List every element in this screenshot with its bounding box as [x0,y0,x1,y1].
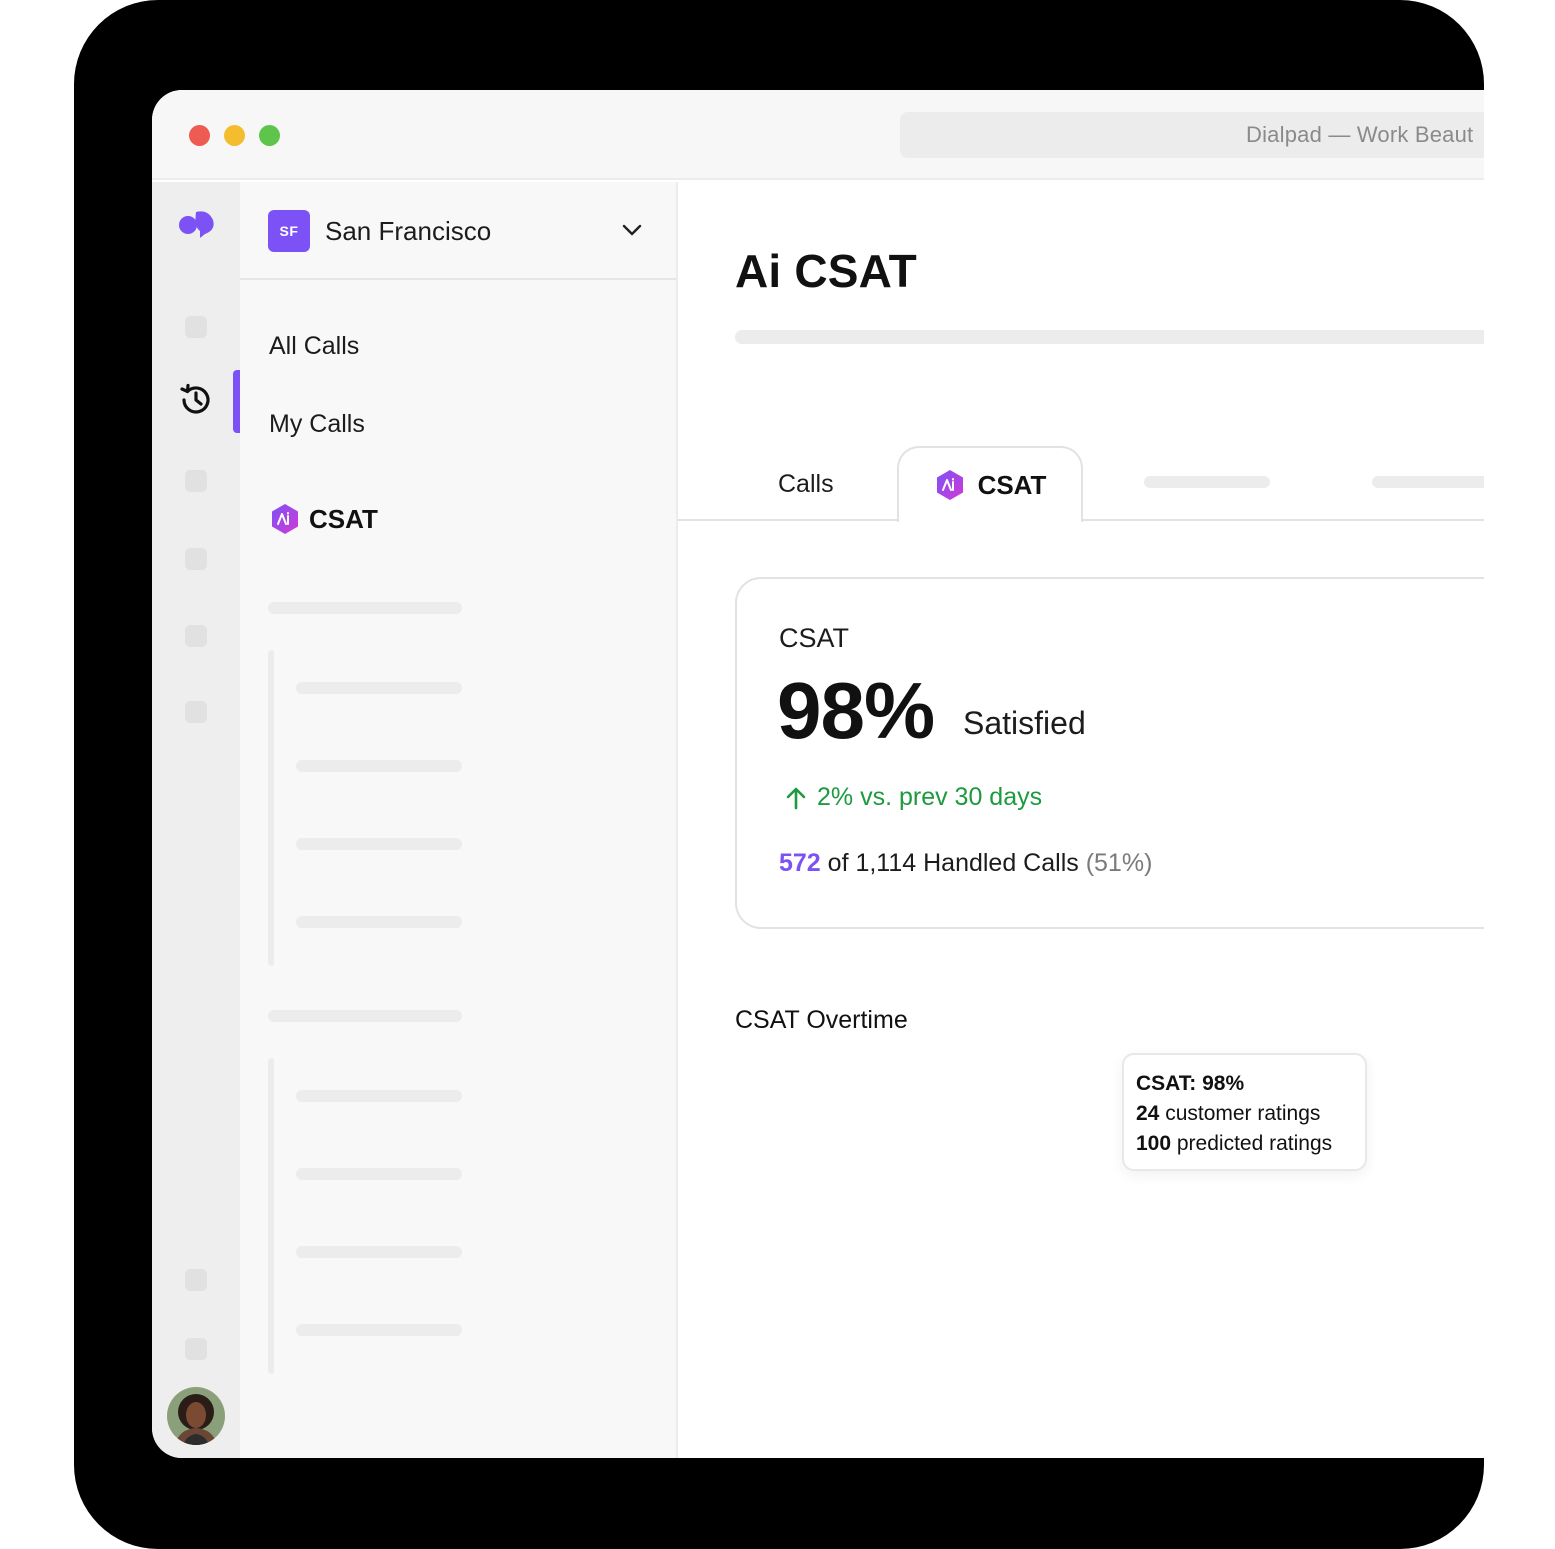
arrow-up-icon [786,787,806,809]
placeholder-line [735,330,1484,344]
rail-active-indicator [233,370,240,433]
org-name: San Francisco [325,216,492,246]
tooltip-csat-value: CSAT: 98% [1136,1072,1245,1095]
tab-placeholder[interactable] [1372,476,1484,488]
rail-item-placeholder-icon[interactable] [185,701,207,723]
minimize-window-button[interactable] [224,125,245,146]
csat-summary-card: CSAT 98% Satisfied 2% vs. prev 30 days 5… [735,577,1484,929]
sidebar-item-all-calls[interactable]: All Calls [269,332,360,360]
tooltip-customer-ratings: 24 customer ratings [1136,1099,1365,1129]
placeholder-line [296,760,462,772]
placeholder-line [296,1090,462,1102]
tooltip-customer-label: customer ratings [1159,1102,1321,1125]
page-title: Ai CSAT [735,245,917,297]
placeholder-line [296,1324,462,1336]
title-bar: Dialpad — Work Beaut [152,90,1484,180]
tooltip-predicted-count: 100 [1136,1132,1172,1155]
placeholder-line [296,916,462,928]
device-frame: Dialpad — Work Beaut [74,0,1484,1549]
org-switcher[interactable]: SF San Francisco [240,182,676,280]
sidebar-item-label: CSAT [309,503,378,534]
handled-count: 572 [779,849,821,877]
tooltip-predicted-ratings: 100 predicted ratings [1136,1129,1365,1159]
placeholder-line [296,682,462,694]
csat-value: 98% [777,666,935,755]
placeholder-divider [268,1058,274,1374]
main-content: Ai CSAT Calls CSAT CSAT 98% Satisfied [678,182,1484,1458]
tooltip-predicted-label: predicted ratings [1171,1132,1333,1155]
app-window: Dialpad — Work Beaut [152,90,1484,1458]
ai-badge-icon [272,504,298,534]
placeholder-line [268,1010,462,1022]
maximize-window-button[interactable] [259,125,280,146]
sidebar-item-csat[interactable]: CSAT [269,502,378,536]
user-avatar[interactable] [167,1387,225,1445]
chart-tooltip: CSAT: 98% 24 customer ratings 100 predic… [1122,1053,1367,1171]
address-bar[interactable]: Dialpad — Work Beaut [900,112,1484,158]
handled-percent: (51%) [1085,849,1153,877]
handled-text: of 1,114 Handled Calls [820,849,1086,877]
ai-badge-icon [936,470,963,500]
rail-item-placeholder-icon[interactable] [185,1269,207,1291]
tab-label: CSAT [977,469,1047,500]
history-icon[interactable] [177,381,215,419]
chevron-down-icon[interactable] [620,222,644,238]
handled-calls: 572 of 1,114 Handled Calls (51%) [779,849,1152,878]
tab-placeholder[interactable] [1144,476,1270,488]
address-text: Dialpad — Work Beaut [1246,122,1474,147]
chart-title: CSAT Overtime [735,1006,908,1034]
tooltip-csat: CSAT: 98% [1136,1069,1365,1099]
sidebar-item-my-calls[interactable]: My Calls [269,410,365,438]
rail-item-placeholder-icon[interactable] [185,470,207,492]
org-badge: SF [268,210,310,252]
tab-calls[interactable]: Calls [778,470,834,498]
card-label: CSAT [779,623,850,653]
app-rail [152,182,240,1458]
trend-indicator: 2% vs. prev 30 days [785,783,1042,812]
tooltip-customer-count: 24 [1136,1102,1160,1125]
placeholder-line [296,1246,462,1258]
rail-item-placeholder-icon[interactable] [185,625,207,647]
trend-text: 2% vs. prev 30 days [817,783,1043,811]
dialpad-logo-icon[interactable] [178,210,216,238]
close-window-button[interactable] [189,125,210,146]
rail-item-placeholder-icon[interactable] [185,548,207,570]
placeholder-line [268,602,462,614]
tab-csat[interactable]: CSAT [897,446,1083,522]
sidebar: SF San Francisco All Calls My Calls CSAT [240,182,678,1458]
rail-item-placeholder-icon[interactable] [185,316,207,338]
placeholder-line [296,838,462,850]
csat-value-label: Satisfied [963,705,1086,741]
rail-item-placeholder-icon[interactable] [185,1338,207,1360]
placeholder-divider [268,650,274,966]
placeholder-line [296,1168,462,1180]
